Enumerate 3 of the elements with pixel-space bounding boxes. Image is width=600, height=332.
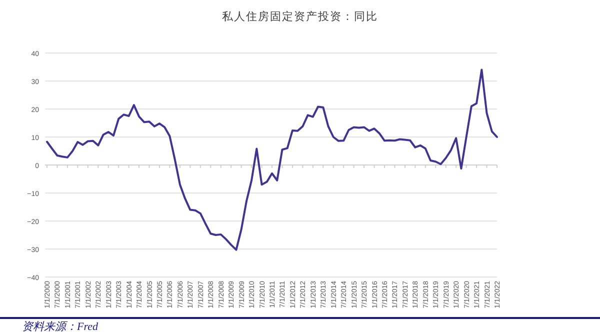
chart-title: 私人住房固定资产投资：同比: [222, 10, 378, 23]
line-series: [46, 68, 498, 251]
text: 资料来源：Fred: [22, 320, 98, 332]
